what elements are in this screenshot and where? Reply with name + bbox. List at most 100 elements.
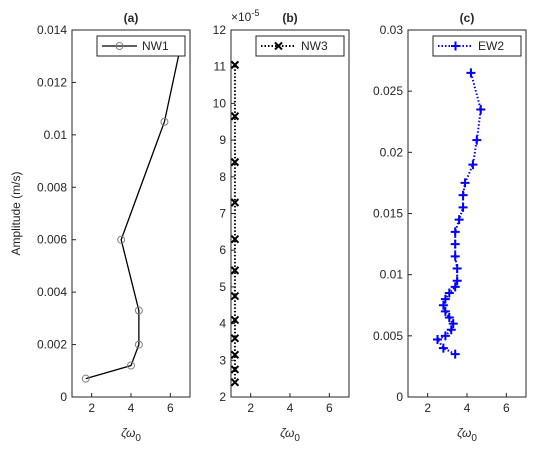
plot-area xyxy=(231,30,349,397)
y-tick-label: 0.014 xyxy=(37,23,67,37)
panel-title: (b) xyxy=(282,11,297,25)
panel-title: (a) xyxy=(124,11,139,25)
y-tick-label: 0.025 xyxy=(373,84,403,98)
data-point xyxy=(472,135,482,145)
y-tick-label: 6 xyxy=(219,243,226,257)
y-tick-label: 7 xyxy=(219,207,226,221)
data-point xyxy=(454,215,464,225)
data-point xyxy=(438,300,448,310)
y-tick-label: 0 xyxy=(396,390,403,404)
legend-marker xyxy=(115,42,124,50)
data-point xyxy=(466,68,476,78)
x-tick-label: 4 xyxy=(287,401,294,415)
x-tick-label: 2 xyxy=(247,401,254,415)
legend-label: NW3 xyxy=(301,39,328,53)
y-tick-label: 10 xyxy=(213,96,227,110)
axes-box xyxy=(71,29,191,398)
data-point xyxy=(230,350,240,360)
data-point xyxy=(230,198,240,207)
x-tick-label: 2 xyxy=(88,401,95,415)
data-point xyxy=(460,178,470,188)
y-tick-label: 0.012 xyxy=(37,75,67,89)
data-point xyxy=(458,190,468,200)
y-tick-label: 11 xyxy=(214,60,227,74)
plot-area xyxy=(408,30,526,397)
data-point xyxy=(476,105,486,115)
data-point xyxy=(230,112,240,121)
data-point xyxy=(81,374,90,383)
x-axis-label-sub: 0 xyxy=(294,433,300,444)
data-point xyxy=(230,234,240,244)
data-point xyxy=(452,264,462,274)
data-point xyxy=(440,306,450,316)
data-point xyxy=(452,276,462,286)
data-point xyxy=(468,160,478,170)
x-axis-label: ζω0 xyxy=(280,426,300,444)
data-point xyxy=(230,157,240,167)
y-tick-label: 3 xyxy=(219,353,226,367)
data-point xyxy=(444,288,454,298)
x-axis-label: ζω0 xyxy=(457,426,477,444)
x-axis-label-main: ζω xyxy=(457,426,471,440)
x-axis-label-main: ζω xyxy=(121,426,135,440)
y-tick-label: 0.03 xyxy=(380,23,404,37)
data-point xyxy=(450,251,460,261)
x-tick-label: 4 xyxy=(464,401,471,415)
y-tick-label: 0.015 xyxy=(373,207,403,221)
data-point xyxy=(160,117,169,126)
axis-exponent-sup: -5 xyxy=(251,8,259,18)
data-point xyxy=(450,282,460,292)
axis-exponent-base: ×10 xyxy=(231,10,252,24)
y-axis-label: Amplitude (m/s) xyxy=(9,171,23,255)
data-point xyxy=(440,294,450,304)
y-tick-label: 0.008 xyxy=(37,180,67,194)
x-axis-label-sub: 0 xyxy=(135,433,141,444)
data-point xyxy=(230,291,240,301)
data-line xyxy=(85,48,181,380)
data-point xyxy=(127,361,135,370)
data-point xyxy=(230,334,240,343)
y-tick-label: 0 xyxy=(60,390,67,404)
x-tick-label: 6 xyxy=(503,401,510,415)
y-tick-label: 0.006 xyxy=(37,233,67,247)
panel-title: (c) xyxy=(460,11,475,25)
legend-marker xyxy=(451,41,460,51)
legend-label: NW1 xyxy=(142,39,169,53)
data-point xyxy=(448,319,458,329)
x-axis-label-main: ζω xyxy=(280,426,294,440)
axes-box xyxy=(230,29,350,398)
legend-box xyxy=(96,35,186,57)
data-point xyxy=(444,312,454,322)
data-point xyxy=(230,315,240,325)
legend-label: EW2 xyxy=(478,39,504,53)
x-tick-label: 6 xyxy=(167,401,174,415)
y-tick-label: 2 xyxy=(219,390,226,404)
x-tick-label: 4 xyxy=(128,401,135,415)
y-tick-label: 9 xyxy=(219,133,226,147)
y-tick-label: 4 xyxy=(219,317,226,331)
legend-box xyxy=(432,35,522,57)
data-point xyxy=(450,227,460,237)
data-point xyxy=(134,306,143,315)
y-tick-label: 0.01 xyxy=(44,128,68,142)
legend-marker xyxy=(274,41,283,51)
data-point xyxy=(134,340,143,349)
y-tick-label: 5 xyxy=(219,280,226,294)
y-tick-label: 0.002 xyxy=(37,338,67,352)
data-point xyxy=(230,378,240,387)
x-tick-label: 6 xyxy=(326,401,333,415)
x-tick-label: 2 xyxy=(424,401,431,415)
data-point xyxy=(450,239,460,249)
y-tick-label: 0.005 xyxy=(373,329,403,343)
y-tick-label: 0.004 xyxy=(37,285,67,299)
y-tick-label: 12 xyxy=(213,23,227,37)
data-point xyxy=(450,349,460,359)
data-point xyxy=(230,266,240,275)
data-point xyxy=(438,343,448,353)
axis-exponent: ×10-5 xyxy=(231,8,259,24)
x-axis-label-sub: 0 xyxy=(471,433,477,444)
data-point xyxy=(230,60,240,70)
axes-box xyxy=(407,29,527,398)
data-point xyxy=(117,235,126,244)
